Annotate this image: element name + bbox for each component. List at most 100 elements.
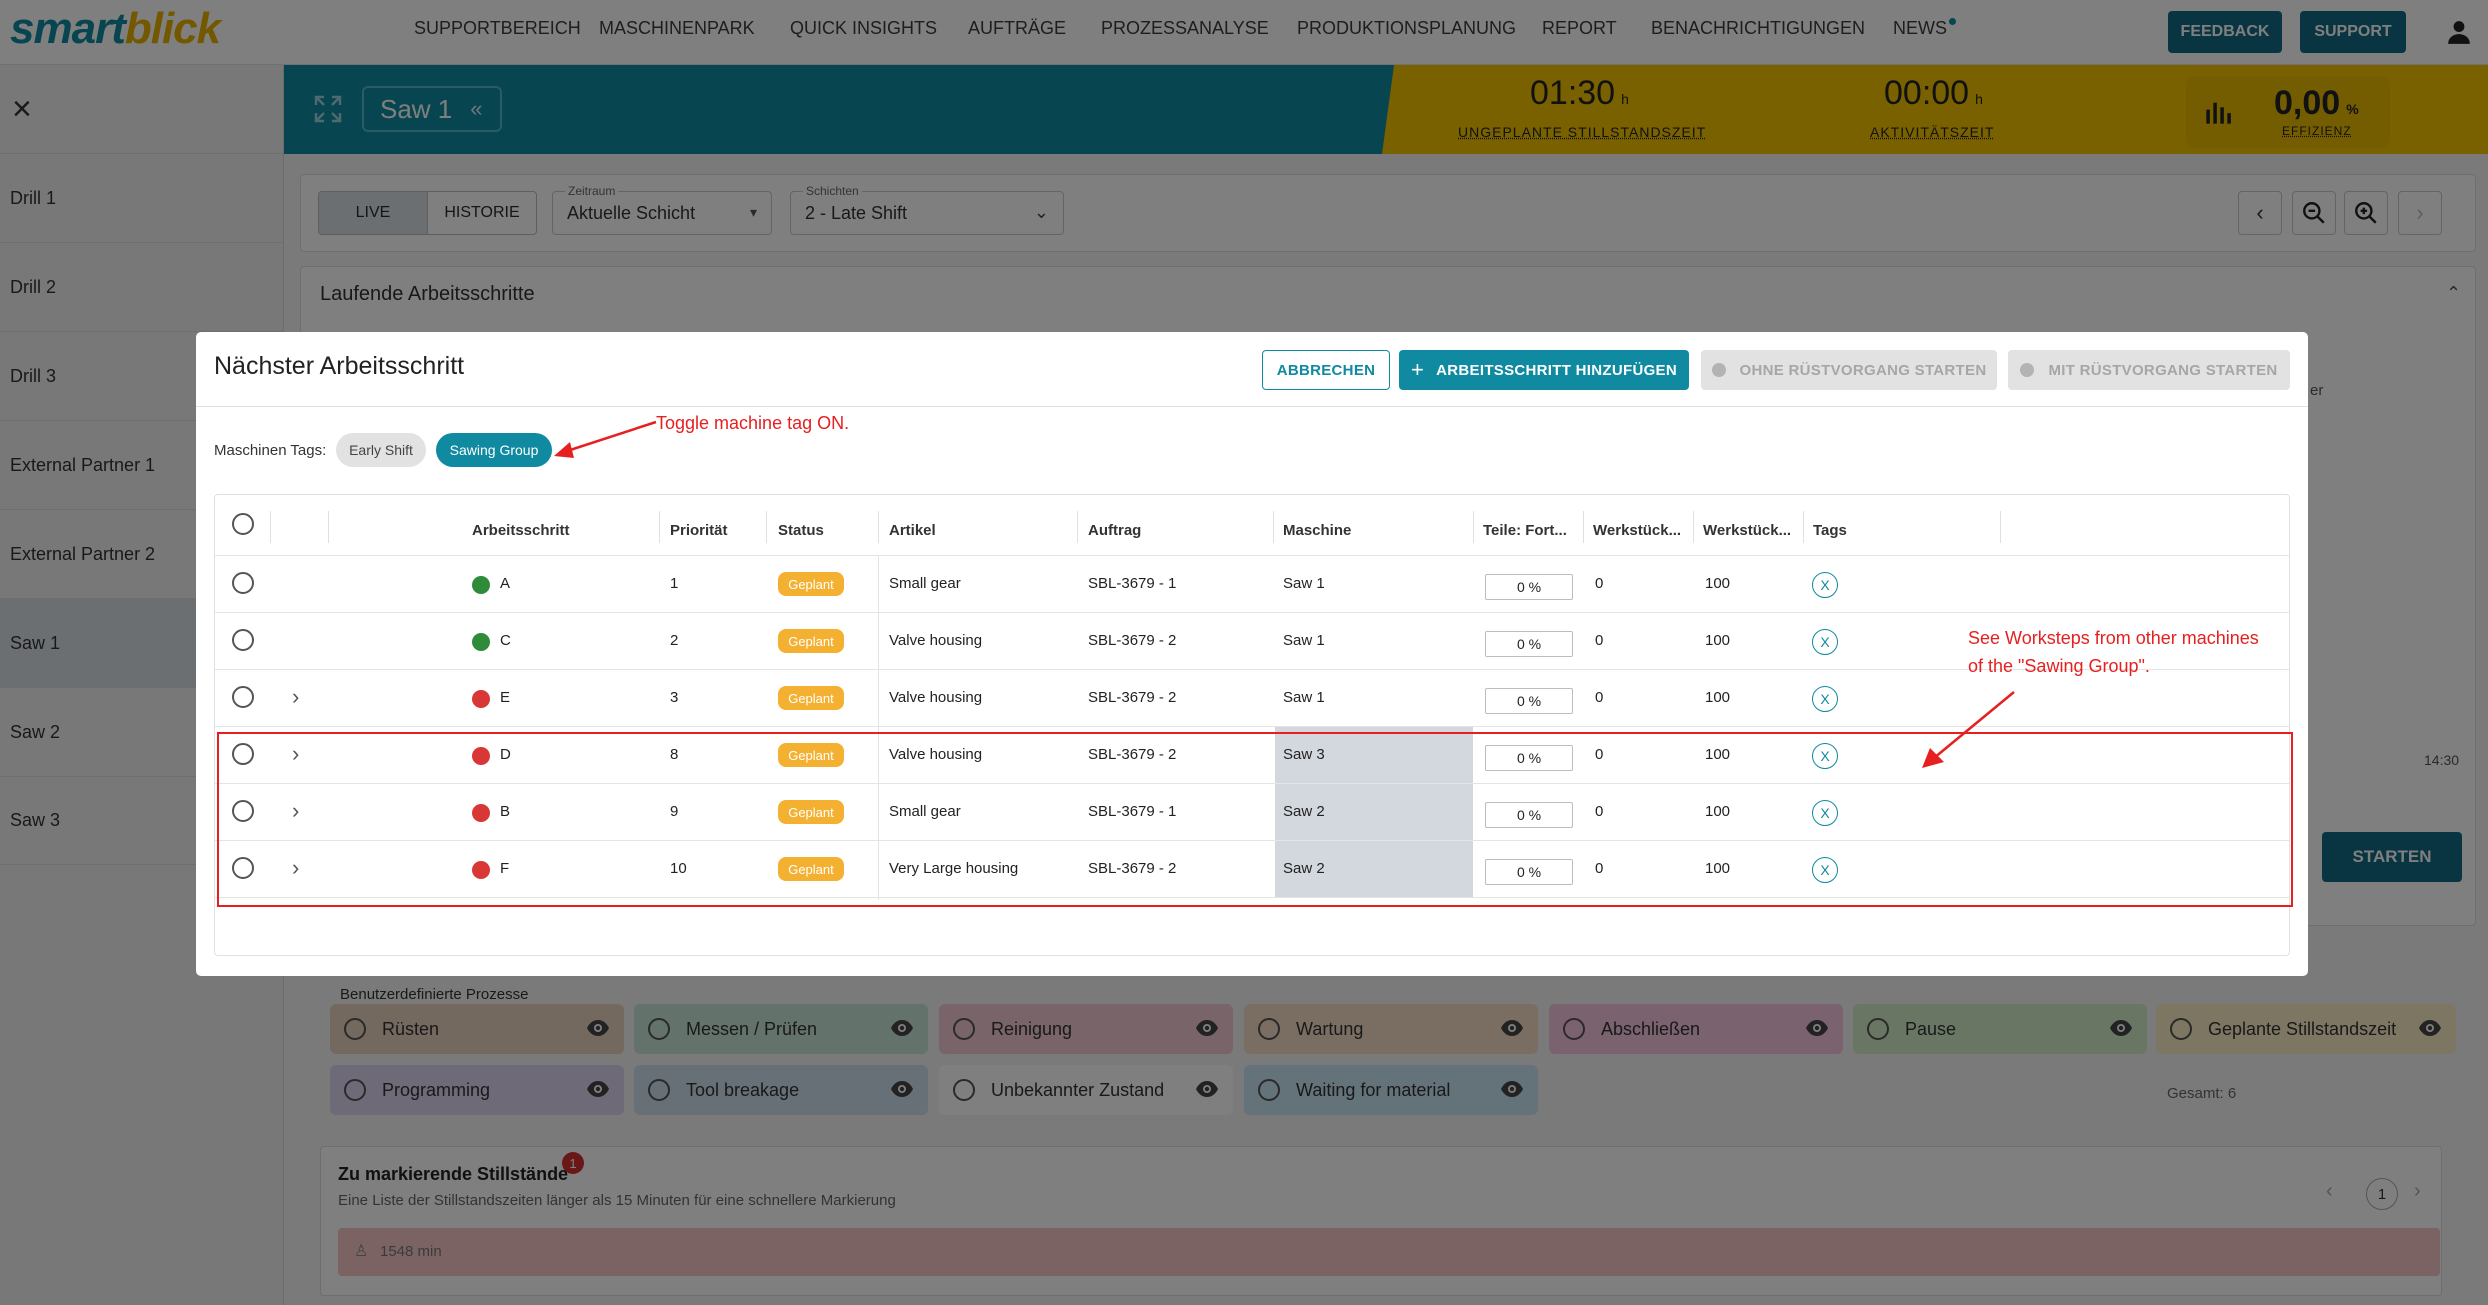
cell-maschine: Saw 1 xyxy=(1283,632,1325,649)
column-header-prioritaet[interactable]: Priorität xyxy=(670,522,728,539)
progress-input[interactable]: 0 % xyxy=(1485,859,1573,885)
table-row[interactable]: C 2 Geplant Valve housing SBL-3679 - 2 Saw 1 0… xyxy=(215,612,2289,669)
step-status-dot xyxy=(472,576,490,594)
column-separator xyxy=(878,511,879,543)
column-separator xyxy=(659,511,660,543)
start-with-setup-button[interactable]: MIT RÜSTVORGANG STARTEN xyxy=(2008,350,2290,390)
row-select-radio[interactable] xyxy=(232,572,254,594)
cell-prioritaet: 9 xyxy=(670,803,679,820)
table-total: Gesamt: 6 xyxy=(2167,1085,2237,1102)
cell-werkstueck-1: 0 xyxy=(1595,632,1604,649)
machine-tags-label: Maschinen Tags: xyxy=(214,442,327,459)
cell-werkstueck-2: 100 xyxy=(1705,746,1731,763)
cell-maschine: Saw 2 xyxy=(1283,803,1325,820)
chevron-right-icon[interactable]: › xyxy=(292,684,300,709)
progress-input[interactable]: 0 % xyxy=(1485,745,1573,771)
cell-auftrag: SBL-3679 - 2 xyxy=(1088,689,1177,706)
start-without-setup-button[interactable]: OHNE RÜSTVORGANG STARTEN xyxy=(1701,350,1997,390)
row-select-radio[interactable] xyxy=(232,629,254,651)
cell-arbeitsschritt: D xyxy=(500,746,511,763)
add-workstep-button[interactable]: + ARBEITSSCHRITT HINZUFÜGEN xyxy=(1399,350,1689,390)
chevron-right-icon[interactable]: › xyxy=(292,855,300,880)
cell-artikel: Valve housing xyxy=(889,746,983,763)
highlight-other-machine-rows xyxy=(217,732,2293,907)
row-select-radio[interactable] xyxy=(232,800,254,822)
progress-input[interactable]: 0 % xyxy=(1485,574,1573,600)
column-header-teile-fortschritt[interactable]: Teile: Fort... xyxy=(1483,522,1567,539)
column-header-arbeitsschritt[interactable]: Arbeitsschritt xyxy=(472,522,570,539)
annotation-worksteps-note-line2: of the "Sawing Group". xyxy=(1968,656,2150,676)
progress-input[interactable]: 0 % xyxy=(1485,802,1573,828)
step-status-dot xyxy=(472,861,490,879)
start-without-setup-label: OHNE RÜSTVORGANG STARTEN xyxy=(1739,361,1987,379)
cell-prioritaet: 1 xyxy=(670,575,679,592)
progress-input[interactable]: 0 % xyxy=(1485,631,1573,657)
tag-sawing-group[interactable]: Sawing Group xyxy=(436,433,552,467)
cell-artikel: Valve housing xyxy=(889,632,983,649)
row-select-radio[interactable] xyxy=(232,686,254,708)
tag-x-icon[interactable]: X xyxy=(1812,629,1838,655)
column-header-werkstueck-2[interactable]: Werkstück... xyxy=(1703,522,1792,539)
cell-prioritaet: 3 xyxy=(670,689,679,706)
column-header-werkstueck-1[interactable]: Werkstück... xyxy=(1593,522,1682,539)
cell-prioritaet: 10 xyxy=(670,860,687,877)
tag-x-icon[interactable]: X xyxy=(1812,686,1838,712)
cell-werkstueck-2: 100 xyxy=(1705,803,1731,820)
row-select-radio[interactable] xyxy=(232,857,254,879)
cell-artikel: Very Large housing xyxy=(889,860,1019,877)
column-header-maschine[interactable]: Maschine xyxy=(1283,522,1352,539)
table-row[interactable]: › D 8 Geplant Valve housing SBL-3679 - 2 Saw 3… xyxy=(215,726,2289,783)
cell-arbeitsschritt: C xyxy=(500,632,511,649)
column-separator xyxy=(1473,511,1474,543)
cell-maschine: Saw 2 xyxy=(1283,860,1325,877)
next-workstep-dialog: Nächster Arbeitsschritt ABBRECHEN + ARBEI… xyxy=(196,332,2308,1102)
dot-icon xyxy=(2020,363,2035,377)
table-row[interactable]: › F 10 Geplant Very Large housing SBL-3679 - … xyxy=(215,840,2289,897)
cell-werkstueck-2: 100 xyxy=(1705,860,1731,877)
cell-maschine: Saw 1 xyxy=(1283,575,1325,592)
table-row[interactable]: A 1 Geplant Small gear SBL-3679 - 1 Saw 1 0 % 0… xyxy=(215,555,2289,612)
add-workstep-label: ARBEITSSCHRITT HINZUFÜGEN xyxy=(1436,361,1677,379)
tag-x-icon[interactable]: X xyxy=(1812,857,1838,883)
column-header-auftrag[interactable]: Auftrag xyxy=(1088,522,1142,539)
cell-arbeitsschritt: B xyxy=(500,803,511,820)
cell-maschine: Saw 1 xyxy=(1283,689,1325,706)
column-separator xyxy=(270,511,271,543)
dot-icon xyxy=(1711,363,1726,377)
cell-maschine: Saw 3 xyxy=(1283,746,1325,763)
column-separator xyxy=(1583,511,1584,543)
step-status-dot xyxy=(472,633,490,651)
cell-prioritaet: 8 xyxy=(670,746,679,763)
annotation-toggle-note: Toggle machine tag ON. xyxy=(656,413,850,433)
cell-artikel: Small gear xyxy=(889,803,961,820)
cell-werkstueck-1: 0 xyxy=(1595,689,1604,706)
cell-werkstueck-1: 0 xyxy=(1595,575,1604,592)
cancel-button[interactable]: ABBRECHEN xyxy=(1262,350,1390,390)
select-all-radio[interactable] xyxy=(232,513,254,535)
tag-x-icon[interactable]: X xyxy=(1812,743,1838,769)
table-row[interactable]: › E 3 Geplant Valve housing SBL-3679 - 2 Saw 1… xyxy=(215,669,2289,726)
row-select-radio[interactable] xyxy=(232,743,254,765)
column-header-artikel[interactable]: Artikel xyxy=(889,522,936,539)
artikel-column-line xyxy=(878,555,879,900)
tag-x-icon[interactable]: X xyxy=(1812,572,1838,598)
status-badge: Geplant xyxy=(778,857,844,881)
tag-x-icon[interactable]: X xyxy=(1812,800,1838,826)
table-row[interactable]: › B 9 Geplant Small gear SBL-3679 - 1 Saw 2 0 %… xyxy=(215,783,2289,840)
progress-input[interactable]: 0 % xyxy=(1485,688,1573,714)
annotation-arrow-icon xyxy=(1922,691,2015,768)
cell-werkstueck-2: 100 xyxy=(1705,632,1731,649)
column-header-tags[interactable]: Tags xyxy=(1813,522,1847,539)
tag-early-shift[interactable]: Early Shift xyxy=(336,433,426,467)
chevron-right-icon[interactable]: › xyxy=(292,741,300,766)
table-bottom-border xyxy=(215,897,2289,898)
column-header-status[interactable]: Status xyxy=(778,522,824,539)
other-machine-highlight xyxy=(1275,784,1473,840)
plus-icon: + xyxy=(1411,357,1425,382)
cell-auftrag: SBL-3679 - 2 xyxy=(1088,860,1177,877)
cell-werkstueck-2: 100 xyxy=(1705,689,1731,706)
dialog-divider xyxy=(196,406,2308,407)
chevron-right-icon[interactable]: › xyxy=(292,798,300,823)
status-badge: Geplant xyxy=(778,686,844,710)
cell-artikel: Valve housing xyxy=(889,689,983,706)
